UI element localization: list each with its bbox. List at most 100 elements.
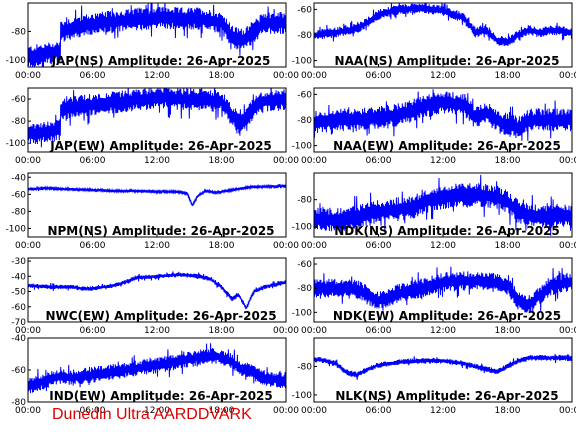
x-tick-label: 06:00 [366,241,392,251]
amplitude-trace [314,89,572,141]
y-tick-label: -80 [297,31,312,41]
y-tick-label: -60 [297,260,312,270]
x-tick-label: 00:00 [273,326,299,336]
amplitude-trace [28,343,286,394]
x-tick-label: 06:00 [80,156,106,166]
chart-panel-6: 00:00 06:00 12:00 18:00 00:00 -80 -100 NDK(NS) … [292,172,576,251]
x-tick-label: 18:00 [209,71,235,81]
x-tick-label: 12:00 [144,156,170,166]
amplitude-trace [314,353,572,380]
x-tick-label: 00:00 [273,241,299,251]
amplitude-trace [314,266,572,313]
amplitude-trace [28,3,286,67]
amplitude-trace [28,183,286,207]
chart-title: JAP(EW) Amplitude: 26-Apr-2025 [49,139,272,153]
y-tick-label: -40 [11,173,26,183]
y-tick-label: -70 [11,318,26,328]
x-tick-label: 12:00 [144,241,170,251]
x-tick-label: 00:00 [301,71,327,81]
y-tick-label: -80 [297,196,312,206]
x-tick-label: 06:00 [366,326,392,336]
x-tick-label: 06:00 [366,156,392,166]
chart-panel-7: 00:00 06:00 12:00 18:00 00:00 -30 -40 -50 -60 -70… [11,257,299,336]
chart-title: NAA(NS) Amplitude: 26-Apr-2025 [335,54,560,68]
x-tick-label: 00:00 [273,156,299,166]
x-tick-label: 12:00 [430,241,456,251]
y-tick-label: -100 [6,224,27,234]
x-tick-label: 18:00 [209,156,235,166]
y-tick-label: -100 [6,139,27,149]
x-tick-label: 00:00 [15,241,41,251]
chart-panel-4: 00:00 06:00 12:00 18:00 00:00 -60 -80 -100 NAA(E… [292,87,576,166]
y-tick-label: -60 [11,303,26,313]
y-tick-label: -80 [11,398,26,408]
x-tick-label: 00:00 [301,156,327,166]
x-tick-label: 12:00 [430,71,456,81]
x-tick-label: 06:00 [80,326,106,336]
chart-title: NDK(EW) Amplitude: 26-Apr-2025 [333,309,561,323]
y-tick-label: -60 [11,190,26,200]
y-tick-label: -60 [297,90,312,100]
x-tick-label: 18:00 [209,406,235,416]
y-tick-label: -80 [11,207,26,217]
x-tick-label: 06:00 [80,406,106,416]
y-tick-label: -60 [11,95,26,105]
chart-panel-8: 00:00 06:00 12:00 18:00 00:00 -60 -80 -100 NDK(E… [292,257,576,336]
x-tick-label: 18:00 [209,326,235,336]
y-tick-label: -100 [6,56,27,66]
amplitude-trace [28,88,286,148]
x-tick-label: 18:00 [495,241,521,251]
x-tick-label: 00:00 [15,406,41,416]
chart-title: JAP(NS) Amplitude: 26-Apr-2025 [51,54,271,68]
y-tick-label: -40 [11,334,26,344]
x-tick-label: 00:00 [559,406,576,416]
y-tick-label: -40 [11,272,26,282]
x-tick-label: 00:00 [559,326,576,336]
x-tick-label: 00:00 [301,406,327,416]
y-tick-label: -100 [292,57,313,67]
chart-title: NWC(EW) Amplitude: 26-Apr-2025 [45,309,276,323]
chart-panel-3: 00:00 06:00 12:00 18:00 00:00 -60 -80 -100 JAP(E… [6,87,299,166]
x-tick-label: 18:00 [495,326,521,336]
y-tick-label: -100 [292,308,313,318]
y-tick-label: -60 [11,366,26,376]
x-tick-label: 00:00 [559,241,576,251]
y-tick-label: -100 [292,222,313,232]
y-tick-label: -80 [297,116,312,126]
x-tick-label: 00:00 [301,326,327,336]
y-tick-label: -100 [292,391,313,401]
amplitude-trace [314,3,572,46]
x-tick-label: 12:00 [430,156,456,166]
chart-panel-2: 00:00 06:00 12:00 18:00 00:00 -60 -80 -100 NAA(N… [292,2,576,81]
y-tick-label: -60 [297,5,312,15]
x-tick-label: 00:00 [559,156,576,166]
x-tick-label: 06:00 [366,71,392,81]
x-tick-label: 18:00 [495,71,521,81]
y-tick-label: -100 [292,142,313,152]
chart-title: IND(EW) Amplitude: 26-Apr-2025 [49,389,273,403]
chart-panel-9: 00:00 06:00 12:00 18:00 00:00 -40 -60 -80 IND(EW… [11,334,299,416]
x-tick-label: 00:00 [559,71,576,81]
x-tick-label: 18:00 [495,156,521,166]
chart-panel-10: 00:00 06:00 12:00 18:00 00:00 -80 -100 NLK(NS) … [292,337,576,416]
x-tick-label: 18:00 [495,406,521,416]
x-tick-label: 12:00 [430,326,456,336]
chart-title: NLK(NS) Amplitude: 26-Apr-2025 [335,389,558,403]
x-tick-label: 06:00 [366,406,392,416]
y-tick-label: -80 [297,284,312,294]
x-tick-label: 00:00 [15,156,41,166]
footer-credit: Dunedin Ultra AARDDVARK [52,406,252,423]
x-tick-label: 12:00 [144,406,170,416]
chart-title: NPM(NS) Amplitude: 26-Apr-2025 [47,224,274,238]
x-tick-label: 12:00 [144,326,170,336]
chart-title: NAA(EW) Amplitude: 26-Apr-2025 [333,139,561,153]
x-tick-label: 12:00 [430,406,456,416]
x-tick-label: 06:00 [80,71,106,81]
x-tick-label: 00:00 [273,71,299,81]
y-tick-label: -80 [11,117,26,127]
x-tick-label: 00:00 [273,406,299,416]
amplitude-trace [314,174,572,236]
x-tick-label: 12:00 [144,71,170,81]
chart-panel-5: 00:00 06:00 12:00 18:00 00:00 -40 -60 -80 -100 NP… [6,172,299,251]
